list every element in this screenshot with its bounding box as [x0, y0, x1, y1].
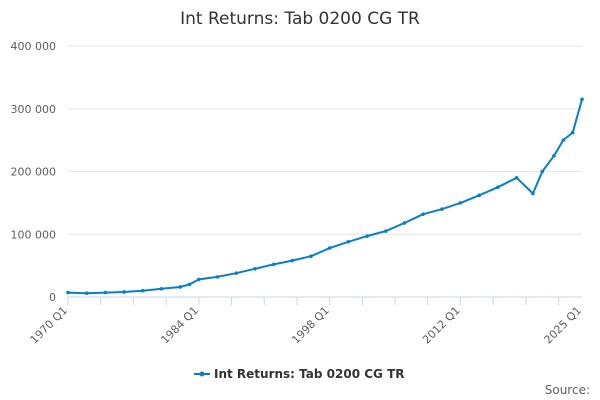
x-tick-label: 1970 Q1 [28, 304, 71, 347]
legend-marker-icon [199, 371, 205, 377]
data-point[interactable] [234, 271, 239, 275]
data-point[interactable] [496, 185, 500, 189]
data-point[interactable] [477, 193, 482, 198]
data-point[interactable] [178, 285, 182, 289]
data-point[interactable] [580, 97, 584, 102]
data-point[interactable] [290, 258, 295, 263]
data-point[interactable] [365, 234, 369, 238]
data-point[interactable] [561, 138, 566, 142]
y-tick-label: 200 000 [11, 166, 57, 179]
data-point[interactable] [271, 262, 276, 267]
data-point[interactable] [440, 207, 444, 211]
data-point[interactable] [84, 291, 89, 296]
data-point[interactable] [458, 201, 463, 205]
data-point[interactable] [383, 229, 388, 233]
data-point[interactable] [187, 282, 192, 287]
legend-item-label[interactable]: Int Returns: Tab 0200 CG TR [214, 367, 405, 381]
data-point[interactable] [159, 287, 164, 291]
data-point[interactable] [552, 154, 556, 158]
y-tick-label: 400 000 [11, 40, 57, 53]
chart-title: Int Returns: Tab 0200 CG TR [180, 9, 420, 29]
y-tick-label: 100 000 [11, 228, 57, 241]
data-point[interactable] [421, 212, 425, 216]
x-tick-label: 1984 Q1 [158, 304, 201, 347]
data-point[interactable] [197, 277, 201, 282]
y-tick-label: 300 000 [11, 103, 57, 116]
y-axis: 0 100 000 200 000 300 000 400 000 [11, 40, 57, 304]
data-point[interactable] [215, 275, 220, 279]
series-line[interactable] [67, 99, 583, 295]
data-point[interactable] [309, 254, 313, 259]
credits-text[interactable]: Source: [545, 383, 590, 397]
data-point[interactable] [140, 288, 145, 293]
gridlines [68, 45, 582, 235]
data-point[interactable] [402, 221, 407, 225]
plot-area [66, 97, 584, 296]
x-axis: 1970 Q1 1984 Q1 1998 Q1 2012 Q1 2025 Q1 [28, 296, 585, 347]
x-tick-label: 2025 Q1 [542, 304, 585, 347]
data-point[interactable] [531, 191, 535, 196]
data-point[interactable] [327, 246, 332, 250]
data-point[interactable] [514, 175, 519, 180]
data-point[interactable] [103, 290, 108, 295]
data-point[interactable] [346, 239, 351, 244]
data-point[interactable] [253, 266, 257, 271]
x-tick-label: 1998 Q1 [289, 304, 332, 347]
y-tick-label: 0 [49, 291, 56, 304]
data-point[interactable] [122, 290, 126, 294]
x-tick-label: 2012 Q1 [420, 304, 463, 347]
data-point[interactable] [540, 169, 545, 174]
data-point[interactable] [570, 130, 575, 135]
legend[interactable]: Int Returns: Tab 0200 CG TR [194, 367, 405, 381]
data-point[interactable] [66, 290, 70, 295]
